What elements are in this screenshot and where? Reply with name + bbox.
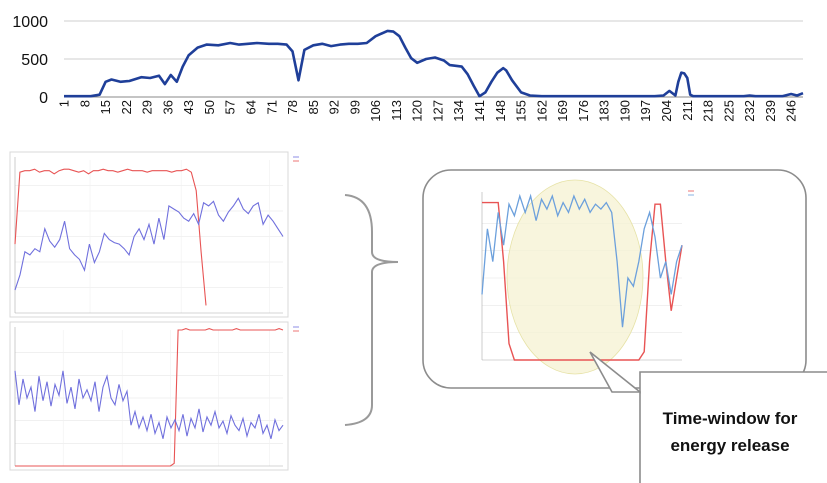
top-chart-x-tick: 218 <box>701 100 716 122</box>
top-chart-x-tick: 183 <box>597 100 612 122</box>
top-chart-x-tick: 78 <box>285 100 300 114</box>
curly-brace <box>344 194 399 426</box>
top-chart-x-tick: 85 <box>306 100 321 114</box>
top-chart-x-tick-labels: 1 8 15 22 29 36 43 50 57 64 71 78 85 92 99 106 113 120 127… <box>57 100 799 122</box>
small-chart-b-series-red <box>15 328 284 467</box>
callout: Time-window for energy release <box>589 351 827 483</box>
top-chart-x-tick: 15 <box>98 100 113 114</box>
top-chart-x-tick: 92 <box>327 100 342 114</box>
top-chart-x-tick: 127 <box>430 100 445 122</box>
top-chart-y-tick: 500 <box>21 52 48 69</box>
small-chart-a-frame <box>9 151 289 318</box>
top-chart-x-tick: 204 <box>659 100 674 122</box>
top-chart-x-tick: 64 <box>243 100 258 114</box>
small-chart-a-series-blue <box>14 197 284 291</box>
small-chart-b-frame <box>9 321 289 471</box>
callout-text-line-2: energy release <box>670 436 789 455</box>
top-chart-x-tick: 134 <box>451 100 466 122</box>
zoom-chart-series-blue <box>481 193 683 328</box>
top-chart-y-tick: 0 <box>39 90 48 107</box>
small-chart-b-gridlines <box>15 330 283 466</box>
top-chart-x-tick: 239 <box>763 100 778 122</box>
callout-border-bottom <box>589 351 641 483</box>
top-chart-x-tick: 141 <box>472 100 487 122</box>
top-chart-x-tick: 71 <box>264 100 279 114</box>
small-chart-b-legend <box>293 326 299 332</box>
top-chart-x-tick: 1 <box>57 100 72 107</box>
top-chart-x-tick: 50 <box>202 100 217 114</box>
top-chart-gridlines <box>64 20 803 60</box>
small-chart-a-series-red <box>14 168 207 306</box>
top-chart-x-tick: 197 <box>638 100 653 122</box>
top-chart-x-tick: 169 <box>555 100 570 122</box>
top-chart-x-tick: 8 <box>77 100 92 107</box>
top-chart-y-tick-labels: 0 500 1000 <box>12 14 48 107</box>
small-chart-a <box>9 151 299 318</box>
top-chart-x-tick: 176 <box>576 100 591 122</box>
top-chart-x-tick: 43 <box>181 100 196 114</box>
top-chart-x-tick: 225 <box>721 100 736 122</box>
time-window-highlight <box>506 179 644 375</box>
small-chart-a-legend <box>293 156 299 162</box>
zoom-chart-legend <box>688 190 694 196</box>
top-chart-x-tick: 246 <box>784 100 799 122</box>
small-chart-a-gridlines <box>15 160 283 313</box>
top-chart-x-tick: 22 <box>119 100 134 114</box>
small-chart-b-series-blue <box>14 370 284 439</box>
top-chart-x-tick: 162 <box>534 100 549 122</box>
top-chart: 0 500 1000 1 8 15 22 29 36 43 50 57 64 71 78 85 92 99 106… <box>12 14 804 122</box>
top-chart-x-tick: 36 <box>160 100 175 114</box>
small-chart-b <box>9 321 299 471</box>
top-chart-x-tick: 232 <box>742 100 757 122</box>
top-chart-x-tick: 57 <box>223 100 238 114</box>
top-chart-x-tick: 148 <box>493 100 508 122</box>
callout-text-line-1: Time-window for <box>663 409 798 428</box>
top-chart-x-tick: 113 <box>389 100 404 121</box>
top-chart-y-tick: 1000 <box>12 14 48 31</box>
zoom-chart-series-red <box>482 201 683 361</box>
top-chart-x-tick: 106 <box>368 100 383 122</box>
callout-border-top <box>589 351 827 394</box>
top-chart-x-tick: 211 <box>680 100 695 121</box>
top-chart-series-line <box>64 29 804 98</box>
top-chart-x-tick: 155 <box>514 100 529 122</box>
top-chart-x-tick: 29 <box>140 100 155 114</box>
top-chart-x-tick: 99 <box>347 100 362 114</box>
zoom-panel <box>422 169 807 389</box>
top-chart-x-tick: 120 <box>410 100 425 122</box>
top-chart-x-tick: 190 <box>617 100 632 122</box>
